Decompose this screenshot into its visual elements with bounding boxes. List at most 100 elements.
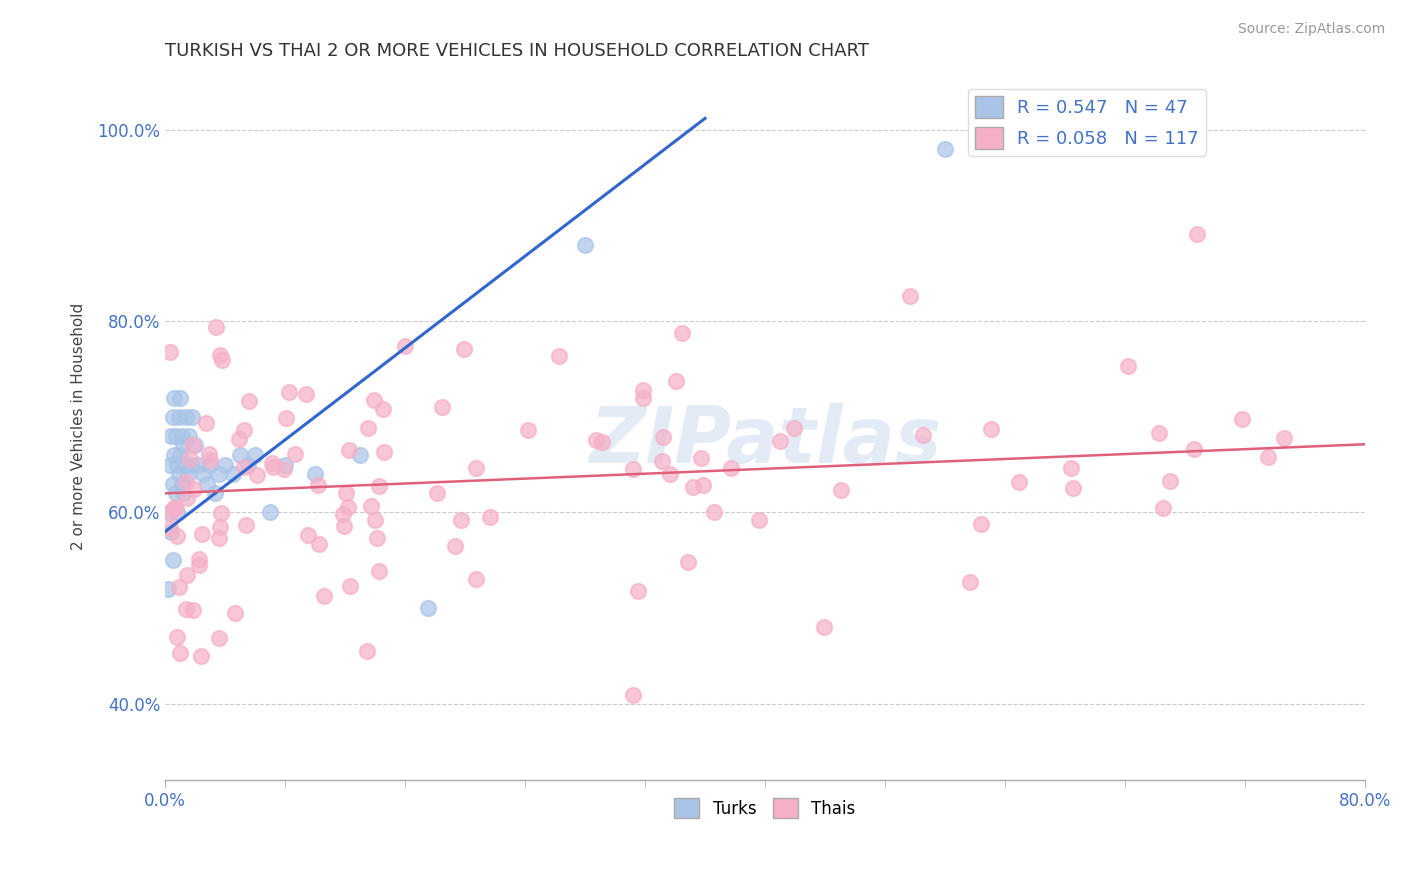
Point xyxy=(224,606,246,620)
Point xyxy=(783,421,806,435)
Point xyxy=(197,447,219,461)
Point xyxy=(304,467,326,482)
Point xyxy=(911,428,934,442)
Point xyxy=(243,448,266,462)
Point xyxy=(1185,227,1208,242)
Point xyxy=(1182,442,1205,457)
Point xyxy=(591,435,613,450)
Point xyxy=(163,448,186,462)
Point xyxy=(233,423,256,437)
Point xyxy=(1159,474,1181,488)
Point xyxy=(159,345,181,359)
Point xyxy=(236,458,259,472)
Point xyxy=(1257,450,1279,465)
Text: Source: ZipAtlas.com: Source: ZipAtlas.com xyxy=(1237,22,1385,37)
Point xyxy=(184,438,207,452)
Point xyxy=(585,433,607,447)
Point xyxy=(548,349,571,363)
Point xyxy=(430,401,453,415)
Point xyxy=(651,430,673,444)
Point xyxy=(366,531,388,545)
Point xyxy=(659,467,682,482)
Point xyxy=(229,448,252,462)
Point xyxy=(177,467,200,482)
Point xyxy=(360,499,382,513)
Point xyxy=(166,506,188,520)
Point xyxy=(1152,501,1174,516)
Point xyxy=(208,467,231,482)
Point xyxy=(1272,431,1295,445)
Point xyxy=(159,506,181,520)
Point xyxy=(373,444,395,458)
Point xyxy=(205,320,228,334)
Point xyxy=(720,460,742,475)
Point xyxy=(627,584,650,599)
Point xyxy=(157,582,180,596)
Point xyxy=(190,527,212,541)
Point xyxy=(172,438,194,452)
Point xyxy=(174,602,197,616)
Point xyxy=(426,486,449,500)
Point xyxy=(180,458,202,472)
Point xyxy=(464,572,486,586)
Point xyxy=(181,603,204,617)
Point xyxy=(274,410,297,425)
Point xyxy=(208,631,231,645)
Point xyxy=(368,564,391,578)
Point xyxy=(813,620,835,634)
Point xyxy=(769,434,792,449)
Point xyxy=(416,601,439,615)
Point xyxy=(191,467,214,482)
Point xyxy=(179,429,201,443)
Point xyxy=(176,567,198,582)
Point xyxy=(748,513,770,527)
Point xyxy=(479,509,502,524)
Point xyxy=(167,580,190,594)
Point xyxy=(516,423,538,437)
Point xyxy=(273,462,295,476)
Point xyxy=(450,513,472,527)
Point xyxy=(190,648,212,663)
Point xyxy=(162,409,184,424)
Point xyxy=(159,521,181,535)
Point xyxy=(349,448,371,462)
Point xyxy=(198,452,221,467)
Point xyxy=(337,500,360,514)
Point xyxy=(1147,425,1170,440)
Point xyxy=(162,553,184,567)
Point xyxy=(173,458,195,472)
Text: ZIPatlas: ZIPatlas xyxy=(589,402,941,478)
Point xyxy=(278,385,301,400)
Point xyxy=(209,519,232,533)
Point xyxy=(980,422,1002,436)
Point xyxy=(166,529,188,543)
Point xyxy=(444,539,467,553)
Point xyxy=(183,437,205,451)
Point xyxy=(169,646,191,660)
Point xyxy=(167,467,190,482)
Point xyxy=(690,451,713,466)
Point xyxy=(970,517,993,532)
Point xyxy=(332,508,354,522)
Point xyxy=(169,391,191,405)
Point xyxy=(165,429,187,443)
Point xyxy=(294,387,316,401)
Point xyxy=(214,458,236,472)
Point xyxy=(165,501,187,516)
Point xyxy=(621,688,644,702)
Point xyxy=(187,458,209,472)
Point xyxy=(1060,461,1083,475)
Point xyxy=(187,552,209,566)
Point xyxy=(332,519,354,533)
Point xyxy=(170,429,193,443)
Point xyxy=(364,513,387,527)
Point xyxy=(1232,411,1254,425)
Point xyxy=(297,527,319,541)
Point xyxy=(262,460,284,475)
Point xyxy=(934,142,956,156)
Point xyxy=(356,644,378,658)
Point xyxy=(167,409,190,424)
Point xyxy=(221,467,243,482)
Point xyxy=(900,288,922,302)
Point xyxy=(172,486,194,500)
